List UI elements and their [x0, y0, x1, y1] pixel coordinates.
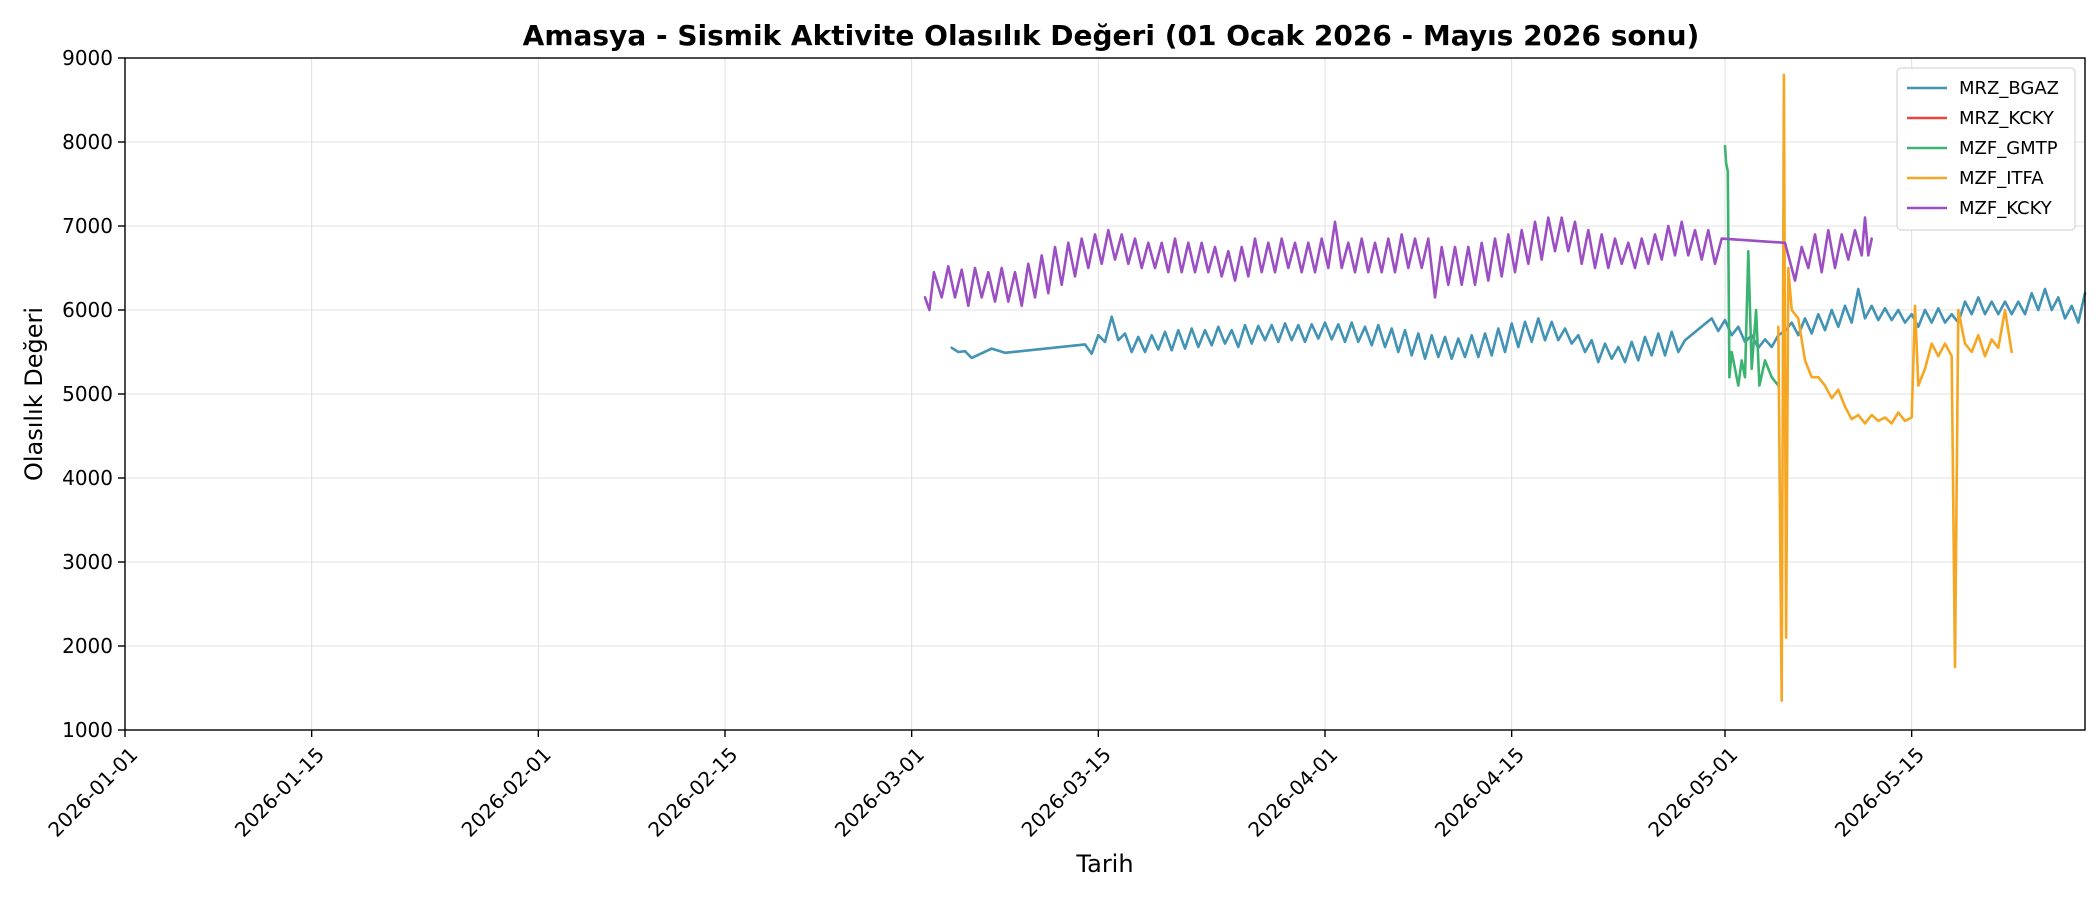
y-tick-label: 2000 — [62, 634, 113, 658]
legend-label: MZF_GMTP — [1959, 138, 2058, 159]
legend-box — [1896, 67, 2076, 231]
legend-label: MRZ_KCKY — [1959, 108, 2055, 129]
chart-title: Amasya - Sismik Aktivite Olasılık Değeri… — [523, 19, 1700, 52]
y-tick-label: 8000 — [62, 130, 113, 154]
y-tick-label: 5000 — [62, 382, 113, 406]
legend-label: MZF_KCKY — [1959, 198, 2053, 219]
series-layer — [923, 73, 2087, 702]
y-axis-label: Olasılık Değeri — [20, 307, 48, 481]
y-tick-label: 4000 — [62, 466, 113, 490]
y-axis: 1000 2000 3000 4000 5000 6000 7000 8000 9000 — [62, 46, 125, 742]
y-tick-label: 7000 — [62, 214, 113, 238]
series-line-mzf-itfa — [1777, 73, 2013, 702]
legend-label: MZF_ITFA — [1959, 168, 2044, 189]
y-tick-label: 6000 — [62, 298, 113, 322]
y-tick-label: 3000 — [62, 550, 113, 574]
y-tick-label: 1000 — [62, 718, 113, 742]
y-tick-label: 9000 — [62, 46, 113, 70]
x-axis-label: Tarih — [1075, 850, 1133, 878]
legend: MRZ_BGAZ MRZ_KCKY MZF_GMTP MZF_ITFA MZF_KCKY — [1896, 67, 2076, 231]
legend-label: MRZ_BGAZ — [1959, 78, 2059, 99]
series-line-mzf-kcky — [923, 216, 1873, 312]
